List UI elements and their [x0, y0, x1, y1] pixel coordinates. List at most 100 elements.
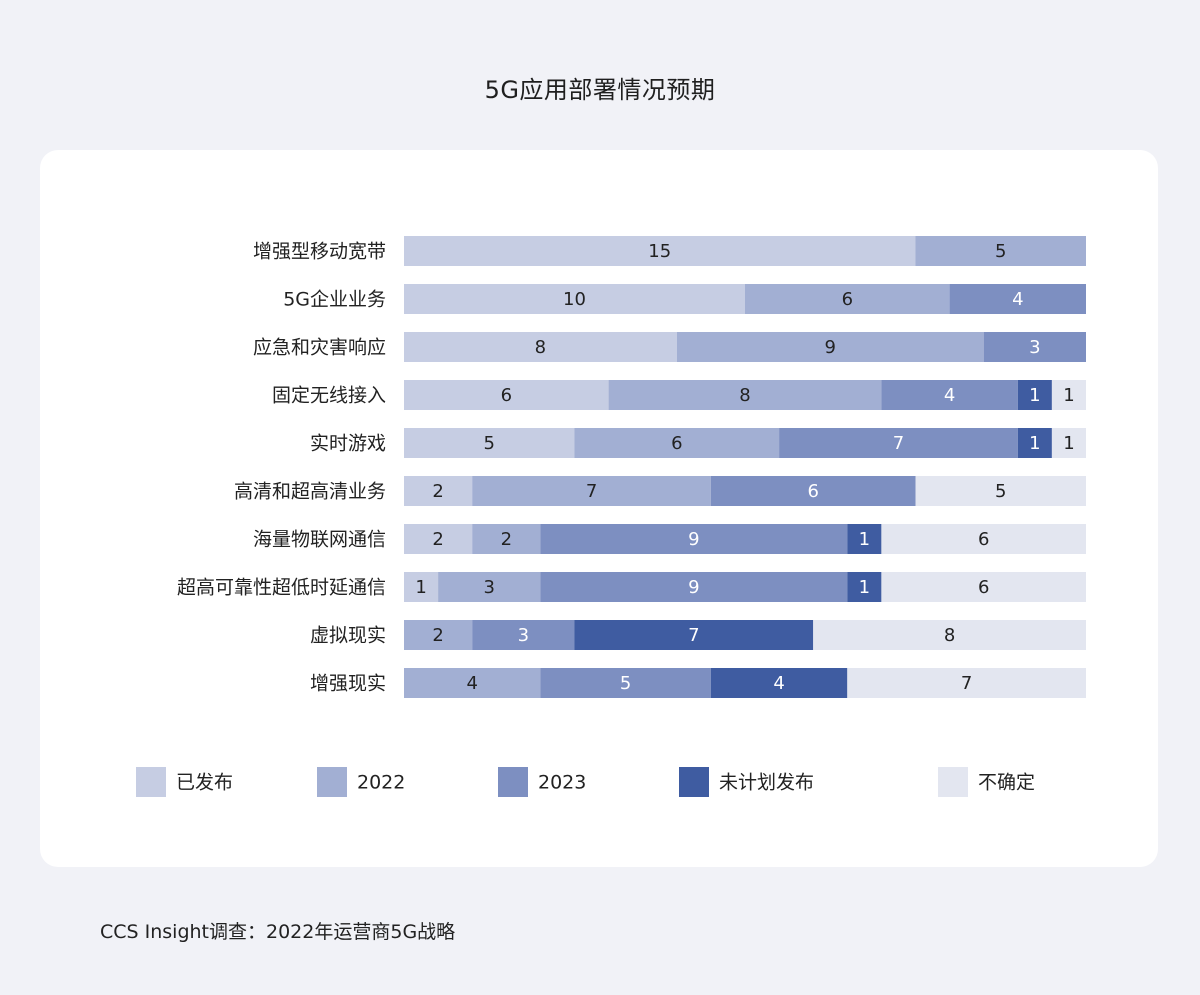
bar-segment — [1017, 380, 1052, 410]
bar-segment — [1017, 428, 1052, 458]
data-label: 1 — [1029, 433, 1040, 454]
bar-segment — [574, 620, 814, 650]
category-label: 实时游戏 — [310, 433, 386, 455]
legend-swatch — [938, 767, 968, 797]
data-label: 2 — [432, 529, 443, 550]
bar-segment — [915, 476, 1086, 506]
data-label: 3 — [518, 625, 529, 646]
bar-segment — [710, 668, 848, 698]
data-label: 8 — [944, 625, 955, 646]
bar-segment — [881, 524, 1086, 554]
legend-swatch — [679, 767, 709, 797]
category-label: 应急和灾害响应 — [253, 337, 386, 359]
data-label: 5 — [484, 433, 495, 454]
bar-segment — [404, 332, 677, 362]
bar-segment — [915, 236, 1086, 266]
chart-title: 5G应用部署情况预期 — [484, 76, 716, 104]
bar-segment — [404, 668, 541, 698]
category-label: 虚拟现实 — [310, 625, 386, 647]
bar-segment — [540, 524, 848, 554]
data-label: 2 — [432, 481, 443, 502]
category-label: 海量物联网通信 — [253, 529, 386, 551]
data-label: 5 — [995, 241, 1006, 262]
bar-segment — [813, 620, 1086, 650]
data-label: 6 — [978, 529, 989, 550]
bar-segment — [847, 668, 1086, 698]
data-label: 1 — [859, 529, 870, 550]
data-label: 7 — [893, 433, 904, 454]
bar-segment — [404, 524, 473, 554]
data-label: 4 — [466, 673, 477, 694]
bar-segment — [404, 428, 575, 458]
data-label: 8 — [535, 337, 546, 358]
data-label: 4 — [773, 673, 784, 694]
bar-segment — [1051, 380, 1086, 410]
category-label: 固定无线接入 — [272, 385, 386, 407]
category-label: 高清和超高清业务 — [234, 481, 386, 503]
legend-swatch — [498, 767, 528, 797]
legend-label: 已发布 — [176, 772, 233, 794]
data-label: 2 — [432, 625, 443, 646]
bar-segment — [745, 284, 950, 314]
bar-segment — [574, 428, 780, 458]
data-label: 6 — [501, 385, 512, 406]
bar-segment — [540, 668, 711, 698]
category-label: 增强现实 — [310, 673, 386, 695]
data-label: 6 — [807, 481, 818, 502]
data-label: 1 — [1063, 385, 1074, 406]
bar-segment — [1051, 428, 1086, 458]
data-label: 9 — [688, 529, 699, 550]
data-label: 7 — [961, 673, 972, 694]
bar-segment — [847, 572, 882, 602]
source-note: CCS Insight调查：2022年运营商5G战略 — [100, 921, 456, 943]
bar-segment — [472, 524, 541, 554]
data-label: 7 — [586, 481, 597, 502]
bar-segment — [438, 572, 541, 602]
chart-card: 增强型移动宽带 15 5 5G企业业务 10 6 4 应急和灾害响应 8 9 3 固定无线接入 6 8 4 1… — [40, 150, 1158, 867]
bar-segment — [608, 380, 882, 410]
data-label: 3 — [1029, 337, 1040, 358]
category-label: 5G企业业务 — [283, 289, 386, 311]
bar-segment — [847, 524, 882, 554]
data-label: 3 — [484, 577, 495, 598]
bar-segment — [404, 620, 473, 650]
bar-segment — [472, 476, 711, 506]
bar-segment — [404, 572, 439, 602]
bar-segment — [983, 332, 1086, 362]
bar-segment — [949, 284, 1086, 314]
bar-segment — [404, 380, 609, 410]
data-label: 2 — [501, 529, 512, 550]
bar-segment — [710, 476, 916, 506]
data-label: 4 — [944, 385, 955, 406]
legend-label: 2023 — [538, 772, 586, 794]
data-label: 10 — [563, 289, 586, 310]
bar-segment — [540, 572, 848, 602]
data-label: 1 — [1063, 433, 1074, 454]
data-label: 4 — [1012, 289, 1023, 310]
bar-segment — [472, 620, 575, 650]
legend-swatch — [317, 767, 347, 797]
data-label: 5 — [620, 673, 631, 694]
bar-segment — [404, 476, 473, 506]
data-label: 1 — [415, 577, 426, 598]
data-label: 15 — [648, 241, 671, 262]
category-label: 超高可靠性超低时延通信 — [177, 577, 386, 599]
legend-swatch — [136, 767, 166, 797]
bar-segment — [881, 572, 1086, 602]
data-label: 9 — [688, 577, 699, 598]
bar-segment — [676, 332, 984, 362]
legend-label: 不确定 — [978, 772, 1035, 794]
category-label: 增强型移动宽带 — [253, 241, 386, 263]
data-label: 1 — [859, 577, 870, 598]
data-label: 8 — [739, 385, 750, 406]
bar-segment — [404, 236, 916, 266]
legend-label: 2022 — [357, 772, 405, 794]
bar-segment — [881, 380, 1018, 410]
bar-segment — [779, 428, 1018, 458]
data-label: 7 — [688, 625, 699, 646]
legend-label: 未计划发布 — [719, 772, 814, 794]
data-label: 9 — [825, 337, 836, 358]
bar-segment — [404, 284, 745, 314]
data-label: 6 — [671, 433, 682, 454]
